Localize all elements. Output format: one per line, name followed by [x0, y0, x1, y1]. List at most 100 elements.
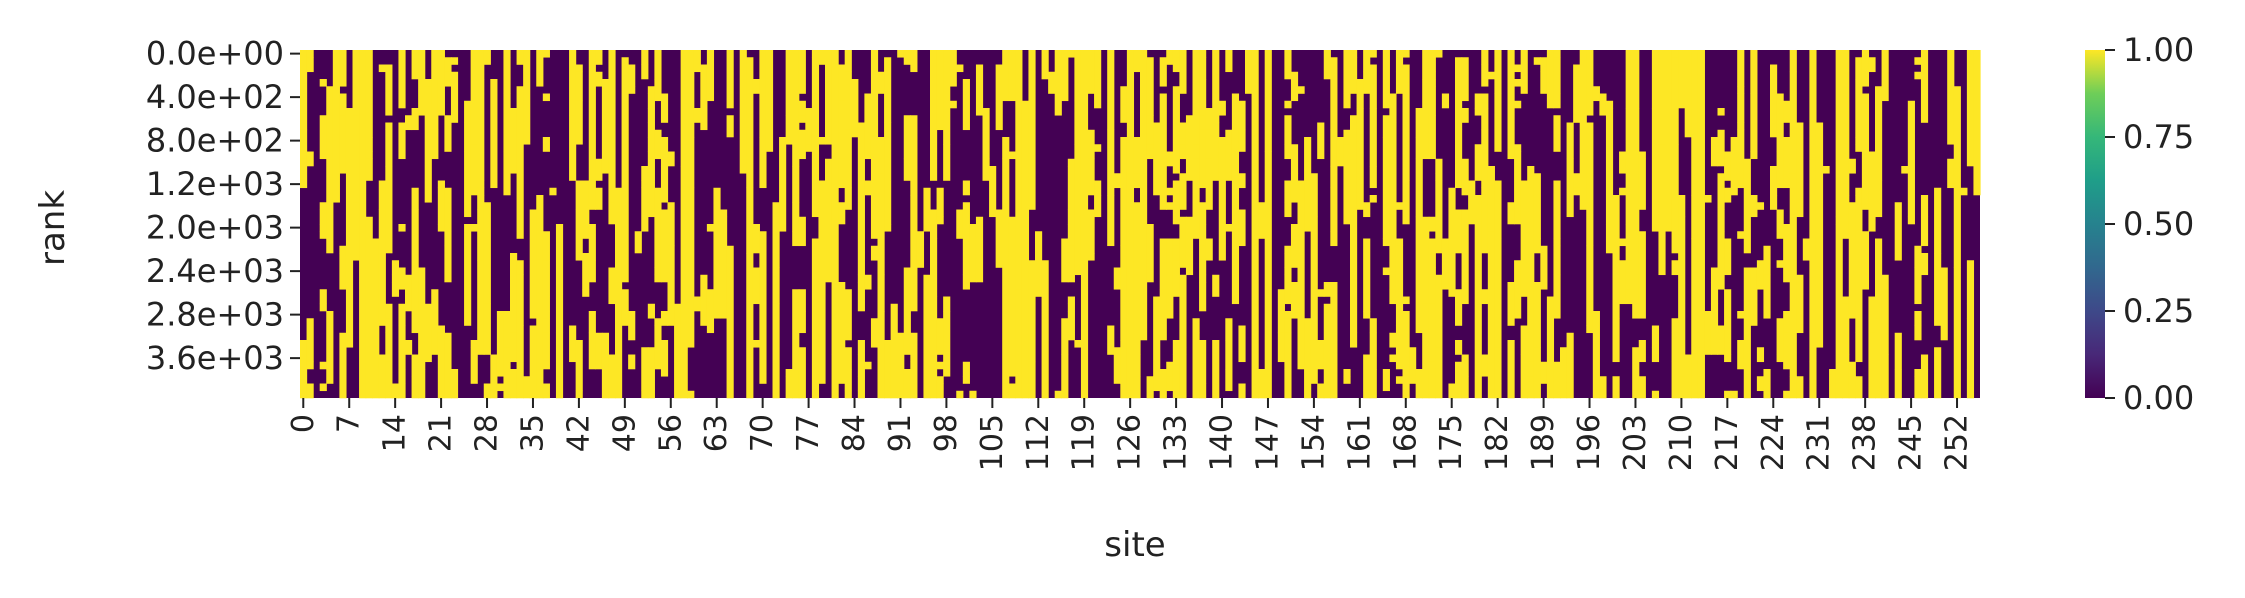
- heatmap-cell: [1290, 144, 1299, 174]
- heatmap-cell: [1008, 64, 1016, 102]
- heatmap-cell: [1146, 144, 1154, 160]
- heatmap-cell: [1435, 390, 1443, 399]
- heatmap-cell: [1770, 122, 1778, 138]
- heatmap-cell: [1363, 50, 1371, 73]
- heatmap-cell: [450, 71, 459, 123]
- heatmap-cell: [1776, 151, 1784, 167]
- heatmap-cell: [1310, 216, 1318, 384]
- heatmap-cell: [956, 209, 964, 239]
- heatmap-cell: [1330, 166, 1338, 189]
- heatmap-cell: [1724, 289, 1732, 355]
- heatmap-cell: [1783, 390, 1791, 399]
- heatmap-cell: [1494, 93, 1502, 152]
- x-tick-label: 147: [1250, 414, 1285, 471]
- y-tick-label: 8.0e+02: [146, 122, 284, 160]
- heatmap-cell: [1166, 202, 1174, 210]
- heatmap-cell: [1842, 318, 1850, 355]
- heatmap-cell: [877, 71, 885, 94]
- heatmap-cell: [923, 390, 931, 399]
- heatmap-cell: [1231, 93, 1240, 305]
- heatmap-cell: [1481, 93, 1489, 109]
- heatmap-cell: [1461, 209, 1469, 305]
- heatmap-cell: [1487, 166, 1495, 232]
- heatmap-cell: [339, 93, 347, 116]
- heatmap-cell: [785, 50, 793, 116]
- heatmap-cell: [1146, 115, 1154, 123]
- heatmap-cell: [1008, 151, 1016, 160]
- heatmap-cell: [1875, 282, 1883, 319]
- heatmap-cell: [490, 79, 498, 189]
- heatmap-cell: [1586, 325, 1594, 334]
- heatmap-cell: [1724, 151, 1732, 181]
- heatmap-cell: [569, 50, 577, 116]
- heatmap-cell: [962, 180, 970, 196]
- heatmap-cell: [752, 267, 760, 305]
- heatmap-cell: [359, 282, 367, 399]
- heatmap-cell: [1389, 231, 1397, 290]
- heatmap-cell: [962, 361, 970, 377]
- heatmap-cell: [1783, 311, 1791, 334]
- heatmap-cell: [1861, 231, 1870, 290]
- heatmap-cells: [300, 50, 1981, 399]
- heatmap-cell: [1126, 195, 1135, 392]
- heatmap-cell: [930, 209, 938, 239]
- heatmap-cell: [1914, 311, 1922, 326]
- heatmap-cell: [542, 311, 550, 319]
- heatmap-cell: [1894, 332, 1902, 370]
- heatmap-cell: [1002, 50, 1010, 102]
- heatmap-cell: [1855, 332, 1863, 363]
- heatmap-cell: [1848, 202, 1856, 297]
- heatmap-cell: [1940, 267, 1948, 341]
- heatmap-cell: [857, 282, 865, 312]
- heatmap-cell: [674, 303, 682, 363]
- heatmap-cell: [1389, 209, 1397, 232]
- heatmap-cell: [1842, 369, 1850, 399]
- heatmap-cell: [1284, 274, 1292, 290]
- heatmap-cell: [687, 311, 695, 348]
- y-tick-label: 2.4e+03: [146, 252, 284, 290]
- heatmap-cell: [1284, 267, 1292, 276]
- heatmap-cell: [470, 347, 478, 384]
- heatmap-cell: [575, 209, 583, 261]
- heatmap-cell: [798, 100, 806, 116]
- heatmap-cell: [1474, 195, 1482, 210]
- heatmap-cell: [1179, 347, 1187, 355]
- heatmap-cell: [1861, 50, 1870, 87]
- heatmap-cell: [1632, 50, 1640, 109]
- heatmap-cell: [1750, 93, 1758, 152]
- heatmap-cell: [936, 376, 944, 384]
- heatmap-cell: [385, 318, 393, 326]
- heatmap-cell: [444, 71, 452, 87]
- heatmap-cell: [477, 260, 485, 341]
- heatmap-cell: [378, 180, 386, 210]
- heatmap-cell: [385, 332, 393, 363]
- heatmap-cell: [1717, 325, 1725, 341]
- heatmap-cell: [1737, 311, 1745, 319]
- heatmap-cell: [720, 216, 728, 319]
- heatmap-cell: [838, 100, 846, 160]
- heatmap-cell: [1028, 260, 1036, 363]
- heatmap-cell: [1855, 79, 1863, 138]
- heatmap-cell: [1087, 79, 1095, 94]
- heatmap-cell: [1514, 100, 1522, 109]
- heatmap-cell: [1402, 296, 1410, 305]
- heatmap-cell: [910, 340, 918, 363]
- heatmap-cell: [857, 274, 865, 283]
- heatmap-cell: [300, 129, 308, 160]
- heatmap-cell: [1920, 216, 1929, 247]
- heatmap-cell: [1875, 86, 1883, 181]
- heatmap-cell: [1205, 158, 1213, 210]
- heatmap-cell: [910, 195, 918, 283]
- heatmap-cell: [1363, 79, 1371, 94]
- x-tick-label: 252: [1940, 414, 1975, 471]
- heatmap-cell: [529, 325, 537, 399]
- heatmap-cell: [792, 108, 800, 167]
- heatmap-cell: [660, 311, 669, 326]
- heatmap-cell: [1960, 187, 1968, 196]
- heatmap-cell: [1881, 354, 1889, 399]
- heatmap-cell: [1035, 231, 1043, 297]
- heatmap-cell: [1428, 383, 1436, 399]
- heatmap-cell: [1947, 158, 1955, 189]
- heatmap-cell: [1875, 318, 1883, 392]
- heatmap-cell: [1894, 202, 1902, 261]
